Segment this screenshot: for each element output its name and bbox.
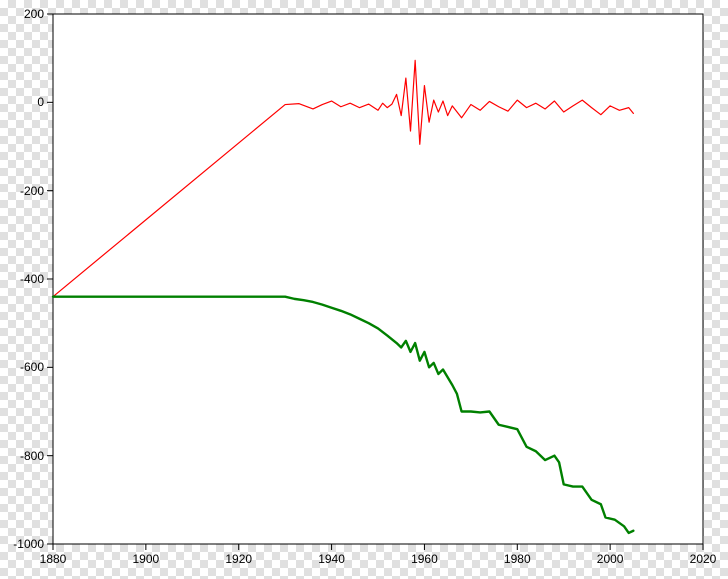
y-tick-label: -200 bbox=[20, 184, 44, 198]
x-tick-label: 2000 bbox=[597, 552, 624, 566]
x-tick-label: 1900 bbox=[132, 552, 159, 566]
x-tick-label: 1980 bbox=[504, 552, 531, 566]
x-tick-label: 1880 bbox=[40, 552, 67, 566]
x-tick-label: 1920 bbox=[225, 552, 252, 566]
x-tick-label: 2020 bbox=[690, 552, 717, 566]
y-tick-label: 0 bbox=[37, 95, 44, 109]
y-tick-label: -800 bbox=[20, 449, 44, 463]
y-tick-label: -600 bbox=[20, 360, 44, 374]
y-tick-label: -1000 bbox=[13, 537, 44, 551]
y-tick-label: -400 bbox=[20, 272, 44, 286]
chart-svg bbox=[0, 0, 728, 579]
y-tick-label: 200 bbox=[24, 7, 44, 21]
x-tick-label: 1960 bbox=[411, 552, 438, 566]
x-tick-label: 1940 bbox=[318, 552, 345, 566]
green-series bbox=[53, 297, 633, 533]
red-series bbox=[53, 60, 633, 296]
